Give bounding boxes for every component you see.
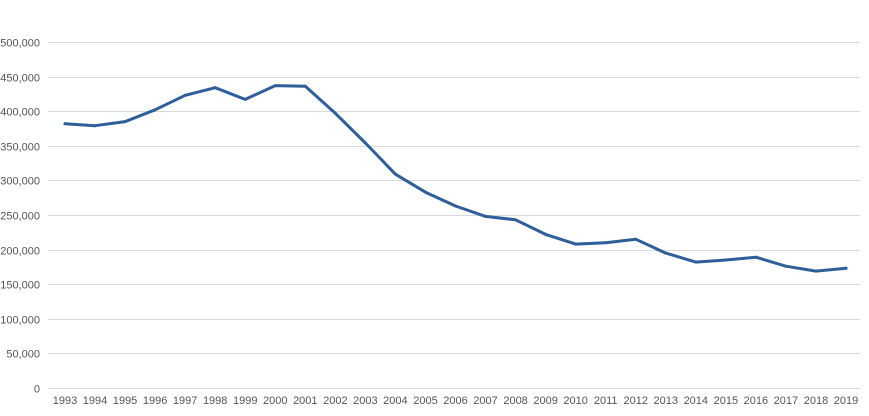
x-tick-label: 2000	[263, 395, 287, 407]
x-tick-label: 2014	[684, 395, 708, 407]
data-point	[694, 260, 698, 264]
data-point	[784, 264, 788, 268]
data-point	[123, 120, 127, 124]
y-tick-label: 300,000	[0, 176, 40, 188]
series-line	[63, 84, 848, 273]
data-point	[93, 124, 97, 128]
x-tick-label: 2011	[594, 395, 618, 407]
x-tick-label: 1998	[203, 395, 227, 407]
series-group	[63, 84, 848, 273]
x-tick-label: 2016	[744, 395, 768, 407]
y-tick-label: 150,000	[0, 280, 40, 292]
data-point	[574, 242, 578, 246]
data-point	[544, 232, 548, 236]
data-point	[363, 141, 367, 145]
x-tick-label: 2009	[533, 395, 557, 407]
x-tick-label: 1996	[143, 395, 167, 407]
data-point	[393, 172, 397, 176]
data-point	[333, 111, 337, 115]
y-tick-label: 100,000	[0, 315, 40, 327]
data-point	[423, 190, 427, 194]
data-point	[514, 218, 518, 222]
y-tick-label: 350,000	[0, 142, 40, 154]
data-point	[754, 255, 758, 259]
x-tick-label: 2003	[353, 395, 377, 407]
y-tick-label: 250,000	[0, 211, 40, 223]
x-tick-label: 1995	[113, 395, 137, 407]
x-tick-label: 2018	[804, 395, 828, 407]
x-tick-label: 2004	[383, 395, 407, 407]
x-tick-label: 2019	[834, 395, 858, 407]
x-tick-label: 2010	[563, 395, 587, 407]
y-tick-label: 200,000	[0, 246, 40, 258]
data-point	[484, 214, 488, 218]
x-tick-label: 1999	[233, 395, 257, 407]
y-tick-label: 50,000	[6, 349, 40, 361]
gridlines	[48, 42, 860, 389]
x-tick-label: 2012	[623, 395, 647, 407]
data-point	[213, 86, 217, 90]
y-tick-label: 400,000	[0, 107, 40, 119]
data-point	[844, 266, 848, 270]
data-point	[183, 93, 187, 97]
data-point	[724, 258, 728, 262]
x-tick-label: 2001	[293, 395, 317, 407]
data-point	[604, 241, 608, 245]
data-point	[153, 108, 157, 112]
data-point	[664, 251, 668, 255]
data-point	[273, 84, 277, 88]
y-tick-label: 500,000	[0, 38, 40, 50]
x-tick-label: 2007	[473, 395, 497, 407]
data-point	[634, 237, 638, 241]
y-tick-label: 0	[34, 384, 40, 396]
x-tick-label: 2017	[774, 395, 798, 407]
x-tick-label: 2015	[714, 395, 738, 407]
x-tick-label: 1993	[53, 395, 77, 407]
x-axis-tick-labels: 1993 1994 1995 1996 1997 1998 1999 2000 2001 2002…	[53, 395, 858, 407]
y-axis-tick-labels: 0 50,000 100,000 150,000 200,000 250,000 300,0…	[0, 38, 40, 396]
data-point	[454, 204, 457, 208]
x-tick-label: 2006	[443, 395, 467, 407]
x-tick-label: 2002	[323, 395, 347, 407]
x-tick-label: 1997	[173, 395, 197, 407]
x-tick-label: 2013	[654, 395, 678, 407]
x-tick-label: 2005	[413, 395, 437, 407]
data-point	[243, 97, 247, 101]
x-tick-label: 2008	[503, 395, 527, 407]
data-point	[63, 122, 67, 126]
data-point	[303, 84, 307, 88]
data-point	[814, 269, 818, 273]
y-tick-label: 450,000	[0, 73, 40, 85]
x-tick-label: 1994	[83, 395, 107, 407]
